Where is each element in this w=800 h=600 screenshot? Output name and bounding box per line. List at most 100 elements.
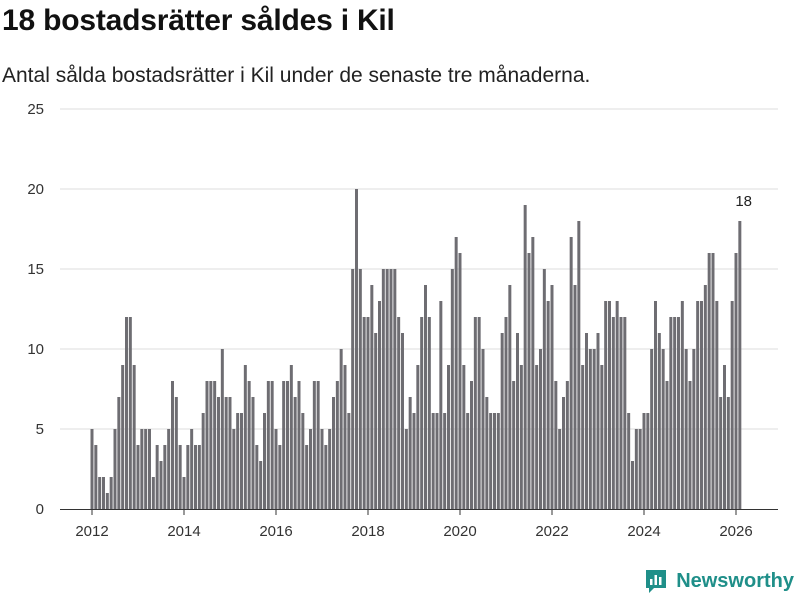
bar	[650, 349, 654, 509]
bar	[228, 397, 232, 509]
bar	[719, 397, 723, 509]
bar	[504, 317, 508, 509]
bar	[519, 365, 523, 509]
bar	[217, 397, 220, 509]
bar	[128, 317, 132, 509]
bar	[389, 269, 393, 509]
bar	[596, 333, 600, 509]
bar	[90, 429, 94, 509]
bar	[305, 445, 309, 509]
bar	[205, 381, 209, 509]
bar	[309, 429, 312, 509]
bar	[144, 429, 148, 509]
bar	[516, 333, 519, 509]
bar	[638, 429, 642, 509]
y-tick-label-0: 0	[36, 501, 44, 518]
bar	[458, 253, 462, 509]
bar	[473, 317, 477, 509]
bar	[186, 445, 190, 509]
bar	[401, 333, 404, 509]
bar	[489, 413, 493, 509]
bar	[381, 269, 385, 509]
bar	[194, 445, 197, 509]
bar	[684, 349, 688, 509]
bar	[255, 445, 259, 509]
bars	[90, 189, 742, 509]
bar	[404, 429, 408, 509]
bar	[692, 349, 696, 509]
bar	[581, 365, 585, 509]
bar	[531, 237, 535, 509]
bar	[539, 349, 542, 509]
x-tick-label-2020: 2020	[443, 523, 476, 540]
bar	[657, 333, 661, 509]
bar	[439, 301, 443, 509]
bar	[550, 285, 554, 509]
bar	[343, 365, 347, 509]
bar	[535, 365, 539, 509]
bar	[443, 413, 447, 509]
bar	[600, 365, 604, 509]
bar	[178, 445, 182, 509]
bar	[408, 397, 412, 509]
bar	[627, 413, 631, 509]
bar	[224, 397, 228, 509]
newsworthy-logo[interactable]: Newsworthy	[644, 568, 794, 594]
bar	[554, 381, 558, 509]
bar	[286, 381, 289, 509]
bar	[577, 221, 581, 509]
bar	[374, 333, 378, 509]
bar	[738, 221, 742, 509]
bar	[121, 365, 125, 509]
bar	[665, 381, 669, 509]
bar	[508, 285, 512, 509]
bar	[466, 413, 470, 509]
bar	[278, 445, 282, 509]
bar	[316, 381, 320, 509]
bar	[132, 365, 136, 509]
bar	[585, 333, 588, 509]
bar	[569, 237, 573, 509]
y-tick-label-25: 25	[27, 101, 44, 118]
bar	[289, 365, 293, 509]
bar	[370, 285, 374, 509]
bar	[470, 381, 473, 509]
bar	[324, 445, 328, 509]
bar	[140, 429, 144, 509]
bar	[715, 301, 719, 509]
bar	[726, 397, 730, 509]
bar	[201, 413, 205, 509]
bar	[661, 349, 665, 509]
highlight-value-label: 18	[735, 193, 752, 210]
y-tick-label-15: 15	[27, 261, 44, 278]
x-tick-label-2024: 2024	[627, 523, 660, 540]
bar	[397, 317, 401, 509]
bar	[366, 317, 370, 509]
bar	[259, 461, 263, 509]
bar	[94, 445, 98, 509]
bar	[190, 429, 194, 509]
bar	[312, 381, 316, 509]
bar	[412, 413, 416, 509]
y-axis-ticks: 0 5 10 15 20 25	[27, 101, 44, 518]
bar	[236, 413, 240, 509]
bar	[416, 365, 420, 509]
bar	[197, 445, 201, 509]
bar	[588, 349, 592, 509]
brand-name: Newsworthy	[676, 569, 794, 592]
bar	[378, 301, 381, 509]
bar	[167, 429, 171, 509]
bar	[723, 365, 726, 509]
bar	[542, 269, 546, 509]
bar	[102, 477, 105, 509]
bar	[700, 301, 703, 509]
bar	[558, 429, 562, 509]
bar	[282, 381, 286, 509]
bar	[669, 317, 673, 509]
bar	[573, 285, 577, 509]
bar	[431, 413, 435, 509]
bar	[339, 349, 343, 509]
bar	[592, 349, 596, 509]
bar	[447, 365, 450, 509]
bar	[155, 445, 159, 509]
